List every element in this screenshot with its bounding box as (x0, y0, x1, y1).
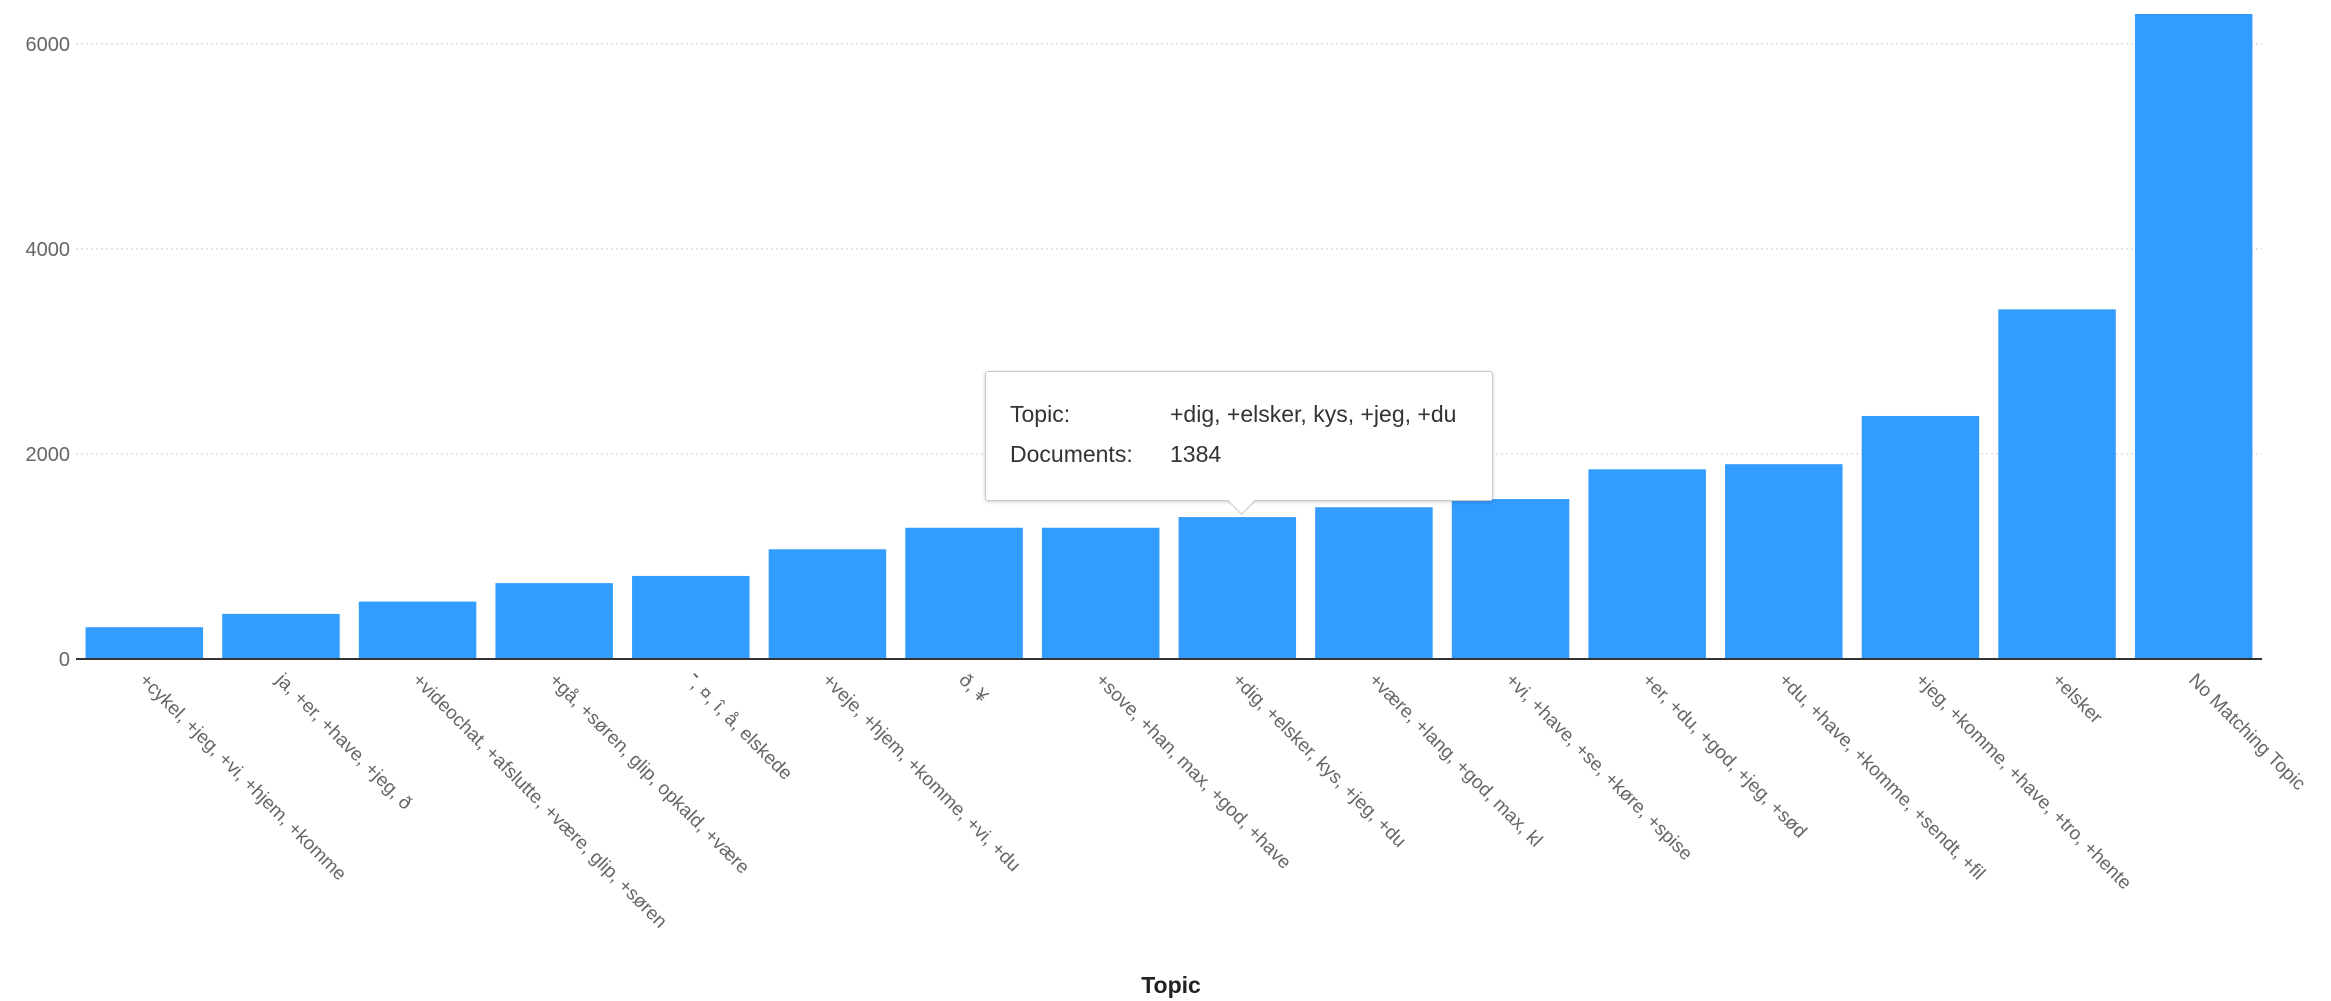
y-axis-ticks: 0 2000 4000 6000 (26, 34, 71, 671)
bar-5[interactable] (768, 549, 887, 659)
bar-0[interactable] (85, 627, 204, 659)
x-tick-label-14: +elsker (2048, 670, 2107, 729)
bar-12[interactable] (1725, 464, 1843, 659)
x-axis-title: Topic (1141, 972, 1201, 998)
bar-9[interactable] (1315, 507, 1433, 659)
x-tick-label-2: +videochat, +afslutte, +være, glip, +sør… (408, 670, 671, 933)
x-tick-label-6: ð, ¥ (955, 670, 993, 708)
x-tick-label-5: +veje, +hjem, +komme, +vi, +du (818, 670, 1024, 876)
bars (85, 14, 2253, 660)
bar-8[interactable] (1178, 517, 1297, 659)
bar-6[interactable] (905, 527, 1023, 659)
tooltip-documents-value: 1384 (1170, 441, 1222, 467)
bar-14[interactable] (1998, 309, 2116, 659)
bar-15[interactable] (2134, 14, 2253, 660)
bar-11[interactable] (1588, 469, 1706, 659)
x-tick-label-13: +jeg, +komme, +have, +tro, +hente (1911, 670, 2135, 894)
bar-10[interactable] (1451, 499, 1570, 659)
x-tick-label-15: No Matching Topic (2184, 670, 2309, 795)
y-tick-label-0: 0 (59, 649, 70, 671)
tooltip-topic-value: +dig, +elsker, kys, +jeg, +du (1170, 401, 1457, 427)
bar-tooltip: Topic: +dig, +elsker, kys, +jeg, +du Doc… (985, 371, 1493, 515)
bar-13[interactable] (1861, 415, 1980, 659)
bar-7[interactable] (1041, 527, 1160, 659)
tooltip-documents-key: Documents: (1010, 441, 1133, 467)
x-tick-label-1: ja, +er, +have, +jeg, ð (271, 669, 416, 814)
x-tick-label-4: ־, ¤, î, å, elskede (681, 670, 796, 785)
y-tick-label-2: 4000 (26, 239, 71, 261)
bar-4[interactable] (632, 575, 750, 659)
bar-2[interactable] (358, 601, 477, 659)
tooltip-topic-key: Topic: (1010, 401, 1071, 427)
bar-1[interactable] (222, 613, 340, 659)
bar-3[interactable] (495, 583, 613, 659)
y-tick-label-1: 2000 (26, 444, 71, 466)
y-tick-label-3: 6000 (26, 34, 71, 56)
